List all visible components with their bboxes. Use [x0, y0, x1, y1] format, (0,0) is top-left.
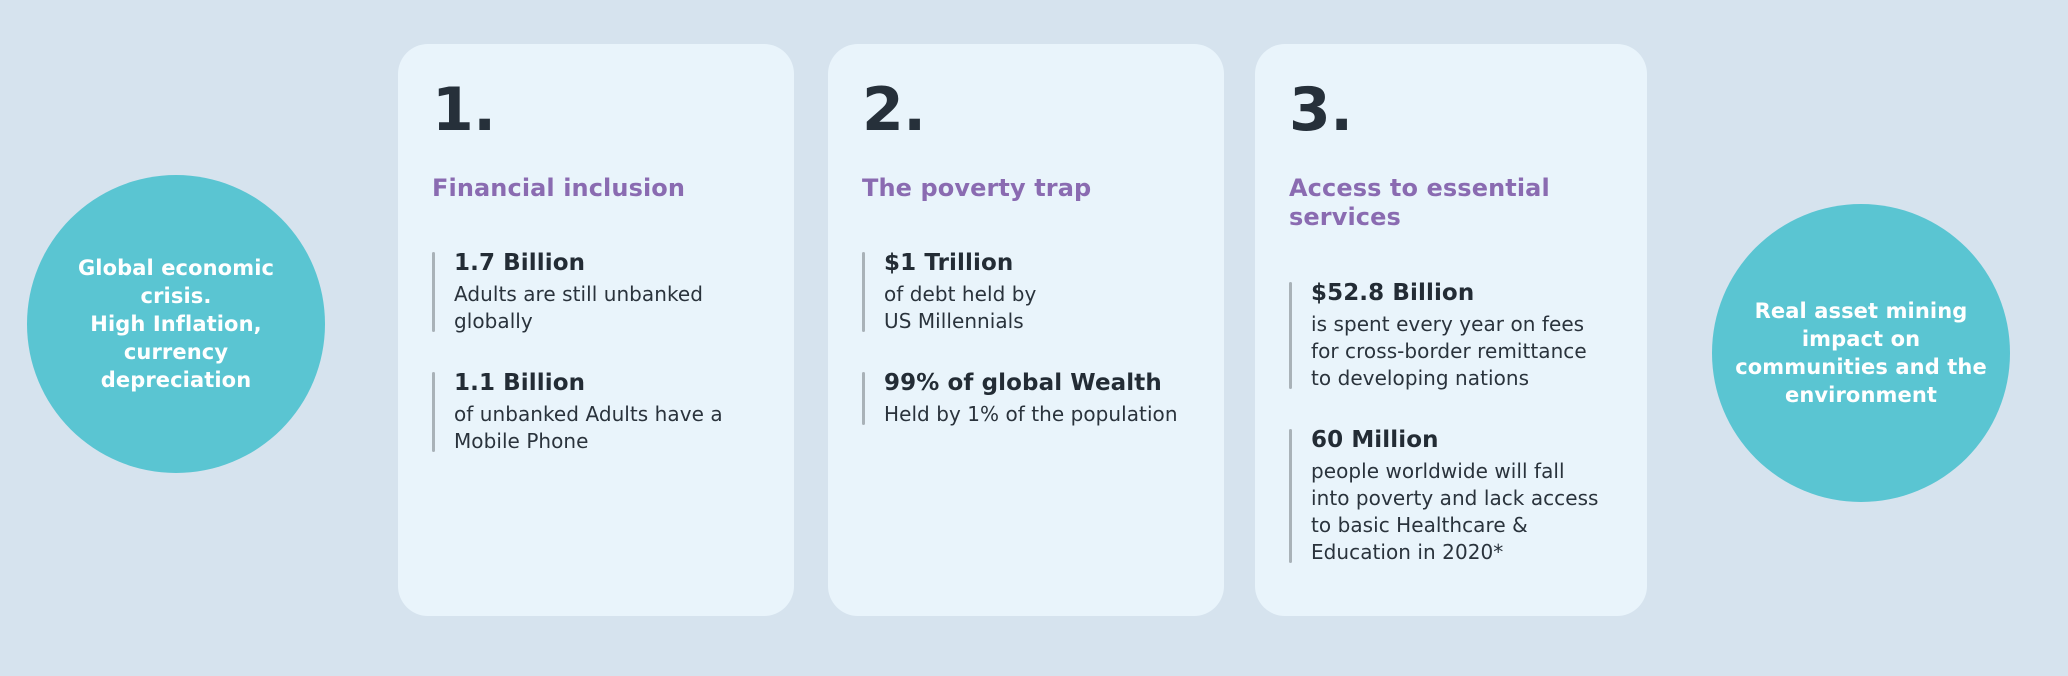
stat-value: 1.1 Billion — [454, 370, 586, 397]
card-2-stat-list: $1 Trillion of debt held by US Millennia… — [862, 249, 1182, 428]
right-circle-text: Real asset mining impact on communities … — [1735, 298, 1987, 408]
stat-item: 99% of global Wealth Held by 1% of the p… — [862, 369, 1182, 428]
insight-card-2: 2. The poverty trap $1 Trillion of debt … — [828, 44, 1224, 616]
stat-value: 1.7 Billion — [454, 250, 586, 277]
stat-description: of unbanked Adults have a Mobile Phone — [454, 402, 723, 454]
stat-description: people worldwide will fall into poverty … — [1311, 458, 1599, 564]
card-2-heading: The poverty trap — [862, 174, 1092, 202]
stat-rule-bar — [862, 372, 865, 426]
stat-item: 1.7 Billion Adults are still unbanked gl… — [432, 249, 752, 335]
card-3-number: 3. — [1289, 75, 1353, 145]
stat-rule-bar — [1289, 428, 1292, 563]
stat-value: 60 Million — [1311, 426, 1439, 453]
card-1-stat-list: 1.7 Billion Adults are still unbanked gl… — [432, 249, 752, 455]
left-circle-text: Global economic crisis. High Inflation, … — [77, 255, 275, 393]
right-impact-circle: Real asset mining impact on communities … — [1712, 204, 2010, 502]
stat-value: $1 Trillion — [884, 250, 1014, 277]
stat-value: $52.8 Billion — [1311, 279, 1475, 306]
stat-rule-bar — [432, 372, 435, 453]
stat-rule-bar — [432, 252, 435, 333]
card-1-heading: Financial inclusion — [432, 174, 686, 202]
stat-item: $1 Trillion of debt held by US Millennia… — [862, 249, 1182, 335]
insight-card-3: 3. Access to essential services $52.8 Bi… — [1255, 44, 1647, 616]
card-1-number: 1. — [432, 75, 496, 145]
card-2-number: 2. — [862, 75, 926, 145]
left-problem-circle: Global economic crisis. High Inflation, … — [27, 175, 325, 473]
stat-value: 99% of global Wealth — [884, 370, 1162, 397]
stat-description: Held by 1% of the population — [884, 402, 1178, 427]
stat-item: 60 Million people worldwide will fall in… — [1289, 426, 1605, 566]
card-3-heading: Access to essential services — [1289, 174, 1550, 232]
stat-item: $52.8 Billion is spent every year on fee… — [1289, 279, 1605, 392]
stat-description: is spent every year on fees for cross-bo… — [1311, 311, 1587, 390]
stat-rule-bar — [862, 252, 865, 333]
insight-card-1: 1. Financial inclusion 1.7 Billion Adult… — [398, 44, 794, 616]
card-3-stat-list: $52.8 Billion is spent every year on fee… — [1289, 279, 1605, 566]
stat-description: of debt held by US Millennials — [884, 282, 1037, 334]
stat-item: 1.1 Billion of unbanked Adults have a Mo… — [432, 369, 752, 455]
stat-description: Adults are still unbanked globally — [454, 282, 703, 334]
stat-rule-bar — [1289, 281, 1292, 389]
